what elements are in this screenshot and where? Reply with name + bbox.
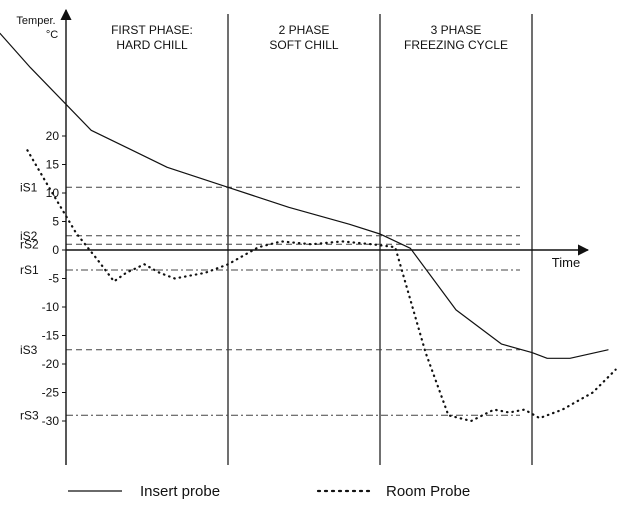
- y-tick-label: 15: [46, 158, 60, 172]
- y-tick-label: -25: [42, 386, 60, 400]
- y-tick-label: -10: [42, 300, 60, 314]
- series-group: [0, 32, 617, 423]
- series-line-room-probe: [26, 149, 617, 423]
- phase-3-title: 3 PHASE: [431, 23, 482, 37]
- y-axis-unit: °C: [46, 29, 58, 41]
- y-tick-label: -30: [42, 414, 60, 428]
- setpoint-label-rs2: rS2: [20, 237, 39, 251]
- y-tick-label: -20: [42, 357, 60, 371]
- legend-label-room-probe: Room Probe: [386, 483, 470, 500]
- y-tick-label: 5: [52, 215, 59, 229]
- y-axis-label: Temper.: [16, 15, 55, 27]
- legend-label-insert-probe: Insert probe: [140, 483, 220, 500]
- phase-2-title: 2 PHASE: [279, 23, 330, 37]
- setpoint-label-is1: iS1: [20, 180, 38, 194]
- y-tick-label: -15: [42, 329, 60, 343]
- phase-3-subtitle: FREEZING CYCLE: [404, 38, 508, 52]
- phase-2-subtitle: SOFT CHILL: [269, 38, 338, 52]
- series-line-insert-probe: [0, 32, 609, 359]
- setpoint-label-rs3: rS3: [20, 408, 39, 422]
- phase-1-subtitle: HARD CHILL: [116, 38, 188, 52]
- setpoint-label-is2: iS2: [20, 229, 38, 243]
- phase-1-title: FIRST PHASE:: [111, 23, 193, 37]
- y-tick-label: -5: [48, 272, 59, 286]
- x-axis-label: Time: [552, 255, 580, 270]
- legend: Insert probe Room Probe: [68, 483, 470, 500]
- y-tick-label: 0: [52, 243, 59, 257]
- phase-lines: [227, 14, 533, 465]
- y-tick-label: 20: [46, 129, 60, 143]
- setpoint-label-rs1: rS1: [20, 263, 39, 277]
- setpoint-label-is3: iS3: [20, 343, 38, 357]
